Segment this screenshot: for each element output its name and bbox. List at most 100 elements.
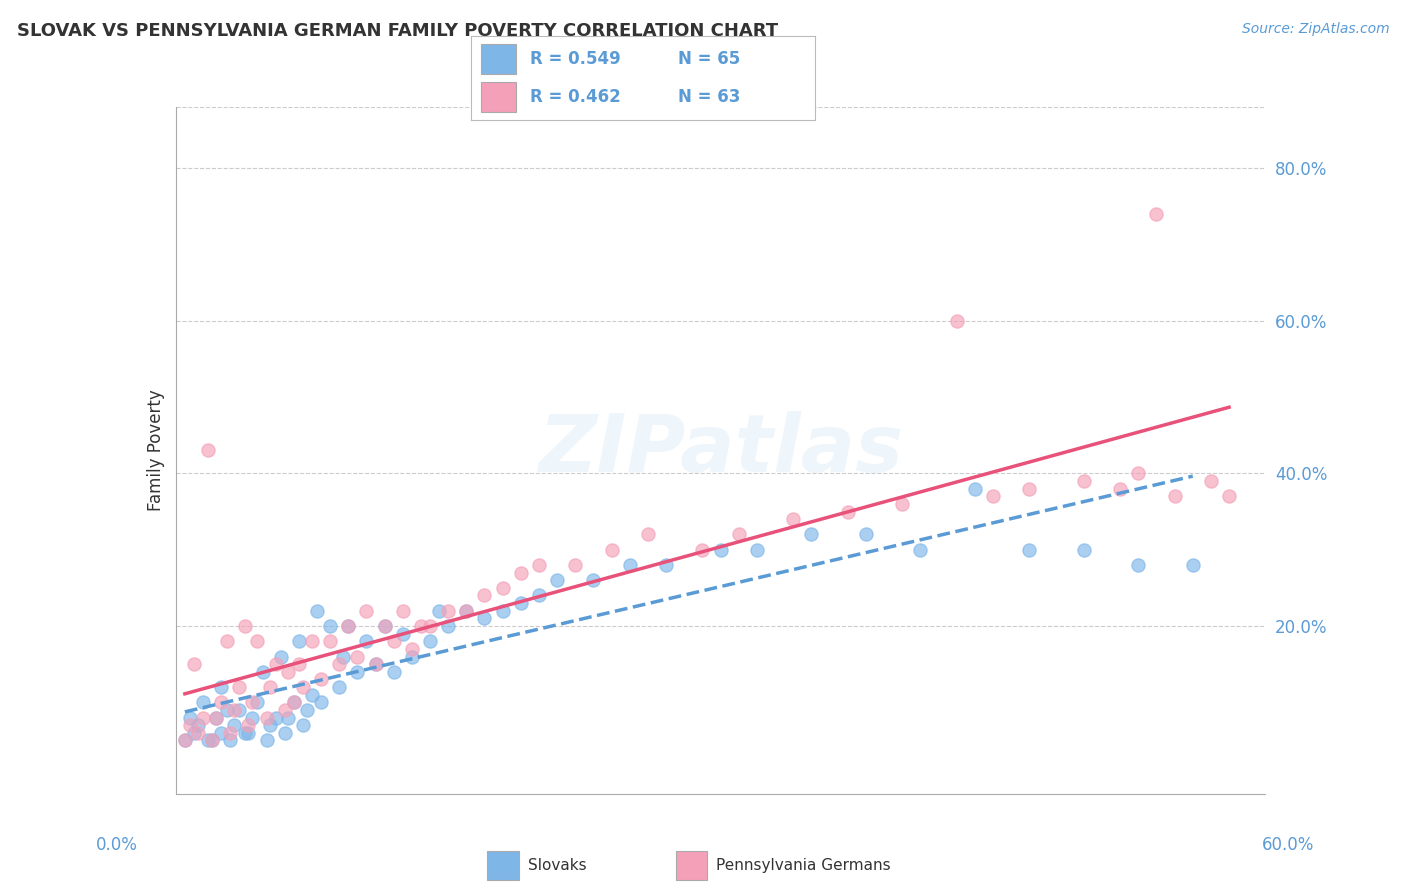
Point [364, 657, 387, 672]
Point [288, 657, 311, 672]
Point [238, 718, 260, 732]
Point [274, 726, 297, 740]
FancyBboxPatch shape [481, 82, 516, 112]
Point [197, 443, 219, 458]
Point [277, 710, 299, 724]
Point [1109, 482, 1132, 496]
Point [309, 673, 332, 687]
Point [291, 680, 314, 694]
Point [1073, 542, 1095, 557]
Point [301, 688, 323, 702]
Point [238, 726, 260, 740]
FancyBboxPatch shape [676, 851, 707, 880]
Point [309, 695, 332, 709]
Point [328, 657, 350, 672]
Point [391, 626, 413, 640]
Point [186, 718, 209, 732]
Point [1128, 467, 1150, 481]
Point [328, 680, 350, 694]
Point [288, 634, 311, 648]
Point [1146, 207, 1168, 221]
Point [270, 649, 292, 664]
Point [582, 573, 605, 587]
Point [222, 718, 245, 732]
Point [337, 619, 360, 633]
Point [492, 581, 515, 595]
Text: N = 63: N = 63 [678, 87, 740, 105]
Point [179, 710, 201, 724]
Point [1128, 558, 1150, 572]
Point [209, 726, 232, 740]
Text: ZIPatlas: ZIPatlas [538, 411, 903, 490]
Point [332, 649, 354, 664]
Point [228, 680, 250, 694]
Point [246, 695, 269, 709]
Point [509, 566, 531, 580]
Point [891, 497, 914, 511]
Point [240, 710, 263, 724]
Point [564, 558, 586, 572]
Point [837, 504, 859, 518]
Point [782, 512, 804, 526]
Text: Slovaks: Slovaks [527, 858, 586, 872]
Point [209, 695, 232, 709]
Point [191, 695, 214, 709]
Point [204, 710, 226, 724]
Text: R = 0.549: R = 0.549 [530, 50, 620, 68]
Point [274, 703, 297, 717]
Point [252, 665, 274, 679]
Point [346, 649, 368, 664]
Point [179, 718, 201, 732]
FancyBboxPatch shape [481, 44, 516, 74]
Point [246, 634, 269, 648]
Point [259, 718, 281, 732]
Text: R = 0.462: R = 0.462 [530, 87, 620, 105]
Point [346, 665, 368, 679]
Point [492, 604, 515, 618]
Point [619, 558, 641, 572]
Point [527, 589, 550, 603]
Point [474, 611, 496, 625]
Point [1018, 542, 1040, 557]
Point [1199, 474, 1222, 488]
Point [1181, 558, 1204, 572]
Point [527, 558, 550, 572]
Text: 0.0%: 0.0% [96, 836, 138, 854]
Point [233, 726, 256, 740]
Point [256, 710, 278, 724]
Point [173, 733, 195, 747]
Text: 60.0%: 60.0% [1263, 836, 1315, 854]
Point [401, 649, 423, 664]
Point [419, 619, 441, 633]
Point [855, 527, 877, 541]
Point [191, 710, 214, 724]
Point [745, 542, 768, 557]
Point [173, 733, 195, 747]
Point [307, 604, 329, 618]
Point [456, 604, 478, 618]
Point [197, 733, 219, 747]
Point [356, 604, 378, 618]
Point [437, 619, 460, 633]
Point [209, 680, 232, 694]
Text: SLOVAK VS PENNSYLVANIA GERMAN FAMILY POVERTY CORRELATION CHART: SLOVAK VS PENNSYLVANIA GERMAN FAMILY POV… [17, 22, 778, 40]
Point [295, 703, 318, 717]
Point [391, 604, 413, 618]
Point [382, 634, 405, 648]
Point [204, 710, 226, 724]
Point [655, 558, 678, 572]
Point [1018, 482, 1040, 496]
Point [710, 542, 733, 557]
Point [264, 710, 287, 724]
Point [291, 718, 314, 732]
Point [233, 619, 256, 633]
Point [546, 573, 568, 587]
Point [319, 634, 342, 648]
Point [437, 604, 460, 618]
Point [364, 657, 387, 672]
Point [201, 733, 224, 747]
Point [474, 589, 496, 603]
Point [219, 726, 242, 740]
Point [283, 695, 305, 709]
Point [509, 596, 531, 610]
